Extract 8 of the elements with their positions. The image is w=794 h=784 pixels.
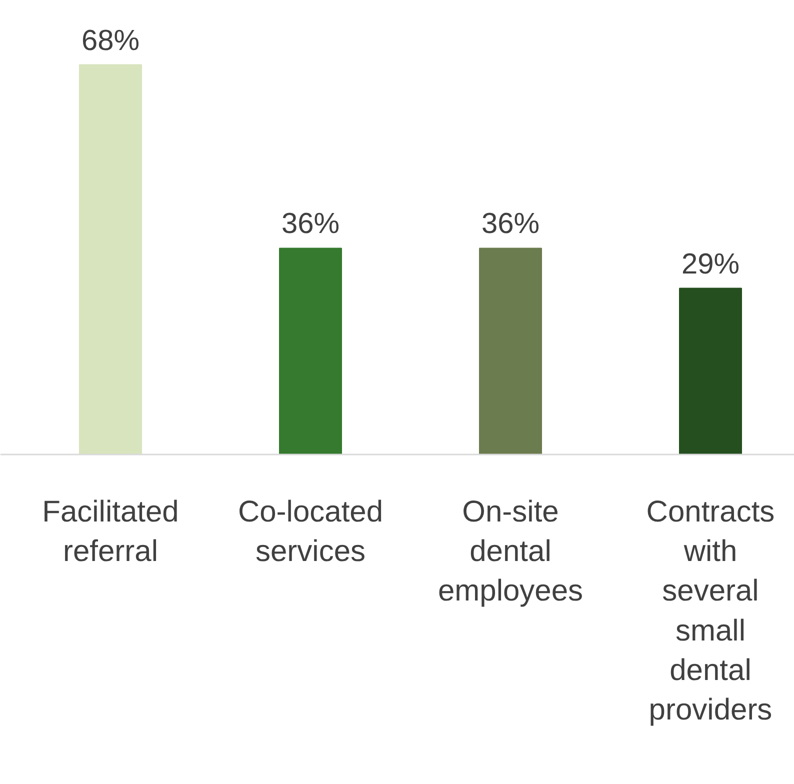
- x-tick-label: Facilitated referral: [42, 496, 179, 568]
- x-tick-label: On-site dental employees: [438, 496, 584, 608]
- data-label: 29%: [681, 248, 740, 280]
- data-label: 68%: [81, 24, 140, 57]
- data-label: 36%: [281, 208, 340, 240]
- x-tick-label: Contracts with several small dental providers: [646, 496, 775, 726]
- x-tick-label: Co-located services: [238, 496, 384, 568]
- data-label: 36%: [481, 208, 540, 240]
